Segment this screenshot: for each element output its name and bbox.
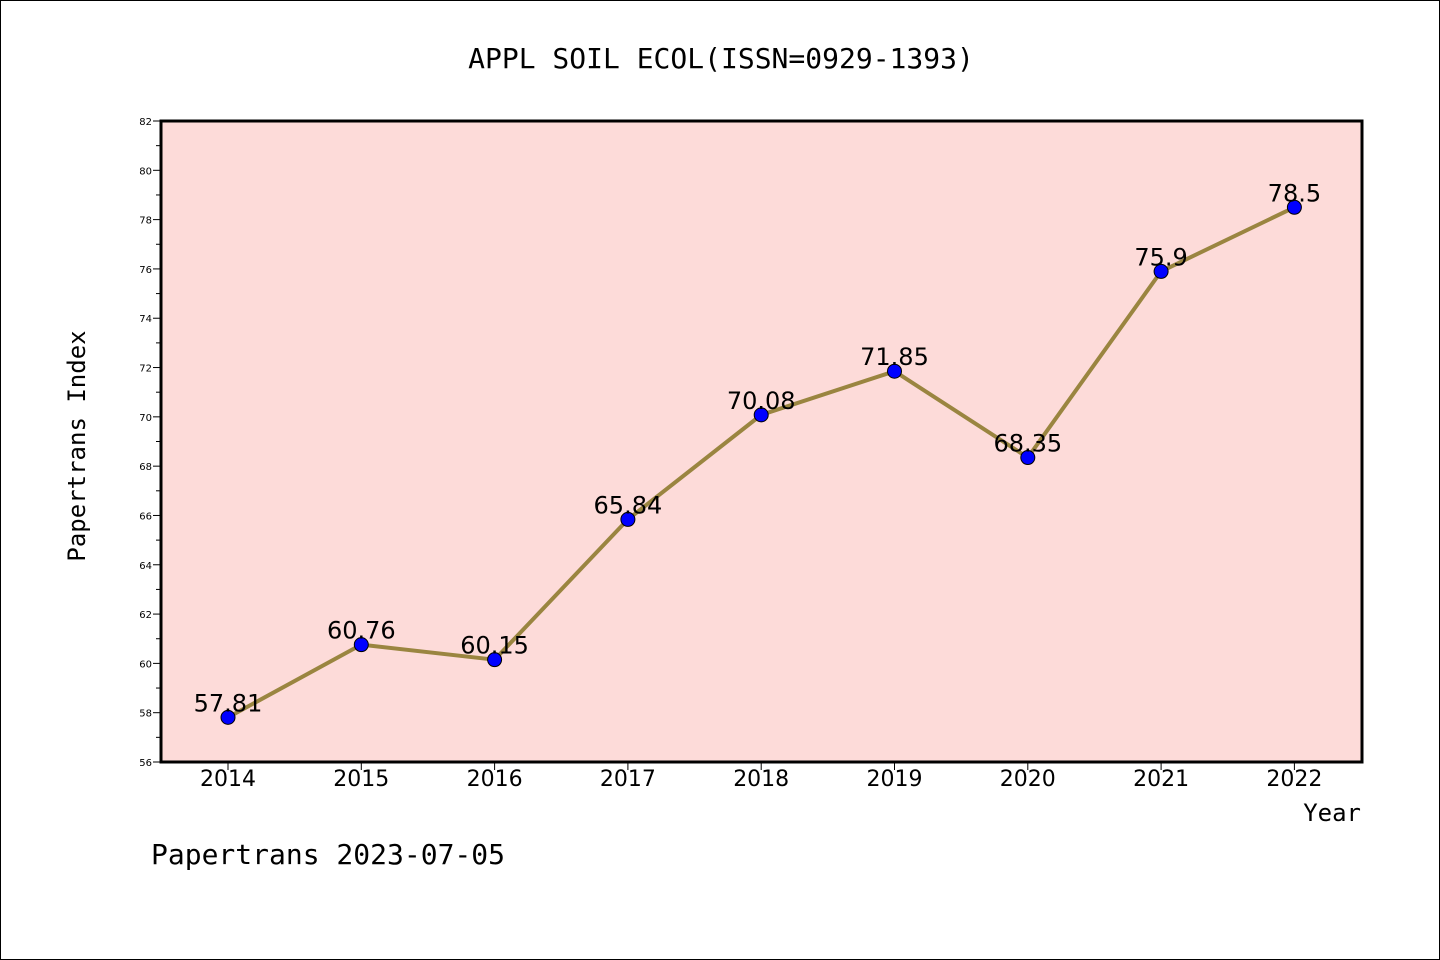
data-point: [1153, 263, 1169, 279]
series-layer: 57.81 60.76 60.15 65.84 70.08 71.85 68.35 75.9 7…: [194, 179, 1321, 725]
y-tick-label: 72: [139, 364, 152, 375]
y-tick-label: 60: [139, 659, 152, 670]
data-label: 57.81: [194, 689, 263, 717]
y-tick-label: 80: [139, 166, 152, 177]
y-tick-label: 58: [139, 709, 152, 720]
x-axis-title: Year: [1303, 799, 1361, 827]
chart-title: APPL SOIL ECOL(ISSN=0929-1393): [468, 42, 974, 75]
data-label: 60.76: [327, 617, 396, 645]
data-label: 68.35: [993, 430, 1062, 458]
x-tick-label: 2015: [333, 767, 389, 792]
y-tick-label: 62: [139, 610, 152, 621]
x-tick-label: 2019: [867, 767, 923, 792]
data-label: 70.08: [727, 387, 796, 415]
y-tick-label: 64: [139, 561, 152, 572]
x-tick-label: 2014: [200, 767, 256, 792]
x-tick-label: 2017: [600, 767, 656, 792]
footer-date: Papertrans 2023-07-05: [151, 838, 505, 871]
data-point: [887, 363, 902, 379]
x-tick-label: 2016: [467, 767, 523, 792]
data-point: [220, 709, 236, 725]
y-tick-label: 68: [139, 462, 152, 473]
data-label: 71.85: [860, 343, 929, 371]
data-point: [620, 511, 636, 527]
data-point: [353, 637, 369, 653]
plot-area: [159, 119, 1364, 764]
y-tick-label: 66: [139, 511, 152, 522]
x-tick-label: 2022: [1266, 767, 1322, 792]
y-tick-label: 74: [139, 314, 152, 325]
y-axis: 56 58 60 62 64 66 68 70 72 74 76 78 80 82: [139, 117, 161, 769]
data-label: 78.5: [1268, 179, 1321, 207]
y-tick-label: 78: [139, 216, 152, 227]
y-tick-label: 76: [139, 265, 152, 276]
data-label: 75.9: [1134, 243, 1187, 271]
data-point: [1020, 450, 1036, 466]
x-tick-label: 2020: [1000, 767, 1056, 792]
data-point: [487, 652, 503, 668]
y-tick-label: 56: [139, 758, 152, 769]
y-tick-label: 70: [139, 413, 152, 424]
data-point: [1286, 199, 1302, 215]
y-axis-title: Papertrans Index: [63, 330, 91, 561]
x-tick-label: 2018: [733, 767, 789, 792]
x-axis: 2014 2015 2016 2017 2018 2019 2020 2021 2022: [200, 762, 1322, 792]
data-point: [753, 407, 769, 423]
y-tick-label: 82: [139, 117, 152, 128]
x-tick-label: 2021: [1133, 767, 1189, 792]
data-label: 65.84: [594, 491, 663, 519]
data-label: 60.15: [460, 632, 529, 660]
